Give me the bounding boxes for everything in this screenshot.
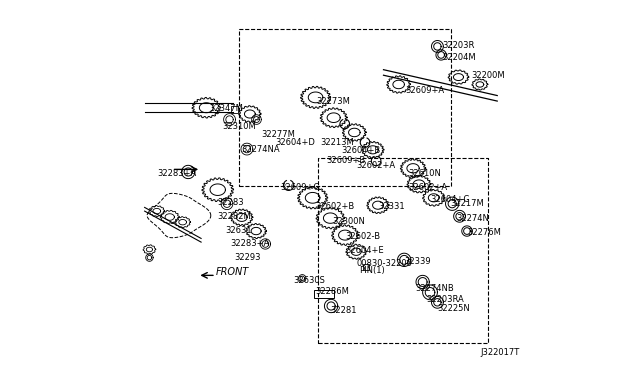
Text: 32310M: 32310M	[222, 122, 256, 131]
Text: PIN(1): PIN(1)	[360, 266, 385, 275]
Text: 32300N: 32300N	[332, 217, 365, 225]
Text: 32602+A: 32602+A	[408, 183, 447, 192]
Text: 32200M: 32200M	[472, 71, 505, 80]
Text: 32225N: 32225N	[437, 304, 470, 313]
Text: 32203RA: 32203RA	[426, 295, 464, 304]
Text: 32602+B: 32602+B	[316, 202, 355, 211]
Text: 32217M: 32217M	[451, 199, 484, 208]
Text: 32604+C: 32604+C	[430, 195, 469, 204]
Text: 32604+E: 32604+E	[345, 246, 384, 255]
Text: 32604+B: 32604+B	[341, 146, 381, 155]
Text: 32630S: 32630S	[293, 276, 325, 285]
Text: 32609+C: 32609+C	[280, 183, 320, 192]
Text: 32283+A: 32283+A	[157, 169, 196, 177]
Text: 32347M: 32347M	[209, 104, 243, 113]
Text: 32631: 32631	[225, 226, 252, 235]
Text: 32281: 32281	[330, 306, 357, 315]
Text: 32339: 32339	[404, 257, 431, 266]
Text: 32282M: 32282M	[218, 212, 252, 221]
Text: 32602-B: 32602-B	[345, 232, 380, 241]
Text: 32610N: 32610N	[408, 169, 441, 177]
Text: 32283+A: 32283+A	[230, 240, 270, 248]
Text: 32277M: 32277M	[261, 130, 295, 139]
Text: 00830-32200: 00830-32200	[357, 259, 413, 268]
Text: 32274NB: 32274NB	[415, 284, 454, 293]
Text: 32293: 32293	[234, 253, 261, 263]
Text: 32274NA: 32274NA	[242, 145, 280, 154]
Text: 32604+D: 32604+D	[275, 138, 315, 147]
Text: 32276M: 32276M	[467, 228, 501, 237]
Text: 32203R: 32203R	[442, 41, 474, 50]
Text: 32331: 32331	[378, 202, 405, 211]
Text: 32274N: 32274N	[456, 214, 489, 222]
Text: 32204M: 32204M	[442, 53, 476, 62]
Text: 32273M: 32273M	[316, 97, 350, 106]
Text: 32286M: 32286M	[316, 288, 349, 296]
Text: 32213M: 32213M	[320, 138, 354, 147]
Text: J322017T: J322017T	[481, 349, 520, 357]
Text: 32283: 32283	[218, 198, 244, 207]
Text: 32602+A: 32602+A	[356, 161, 396, 170]
Text: 32609+A: 32609+A	[405, 86, 444, 94]
Text: 32609+B: 32609+B	[326, 156, 366, 166]
Text: FRONT: FRONT	[216, 267, 249, 277]
